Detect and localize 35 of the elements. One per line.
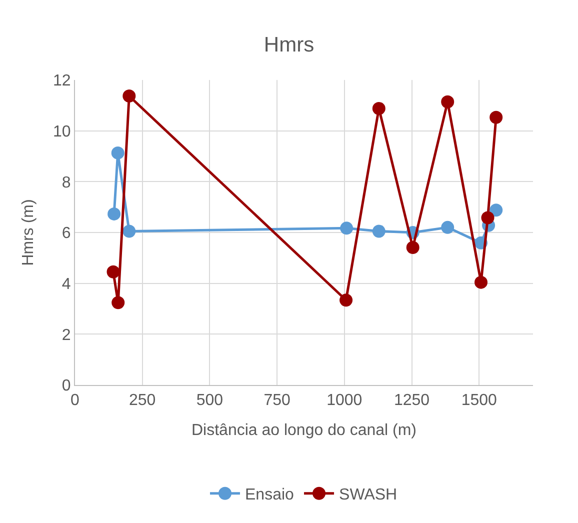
x-tick-label: 750 [264,392,291,410]
y-tick-label: 8 [62,174,71,192]
point [111,146,124,160]
x-tick-label: 500 [196,392,224,410]
point [122,224,136,238]
y-tick-label: 12 [53,72,71,90]
x-tick-label: 1250 [394,392,430,410]
point [372,102,386,115]
point [108,207,121,220]
y-tick-label: 0 [62,378,71,395]
point [481,211,494,224]
point [106,265,120,278]
point [340,294,353,307]
point [122,90,136,103]
x-tick-label: 1500 [461,392,498,410]
legend-label: SWASH [339,486,398,504]
point [441,95,454,108]
y-tick-label: 4 [62,276,71,293]
point [406,241,420,254]
chart-title: Hmrs [264,33,314,56]
y-tick-label: 2 [62,326,71,344]
y-tick-label: 10 [53,123,71,140]
point [490,110,503,124]
point [340,222,354,235]
point [372,224,386,238]
x-tick-label: 1000 [326,392,362,410]
y-tick-label: 6 [62,225,71,242]
y-axis-title: Hmrs (m) [20,199,37,266]
x-tick-label: 250 [129,392,156,410]
point [112,296,125,310]
point [474,276,488,289]
point [441,220,454,234]
legend-label: Ensaio [245,486,294,504]
x-axis-title: Distância ao longo do canal (m) [191,422,417,439]
point [490,204,503,217]
